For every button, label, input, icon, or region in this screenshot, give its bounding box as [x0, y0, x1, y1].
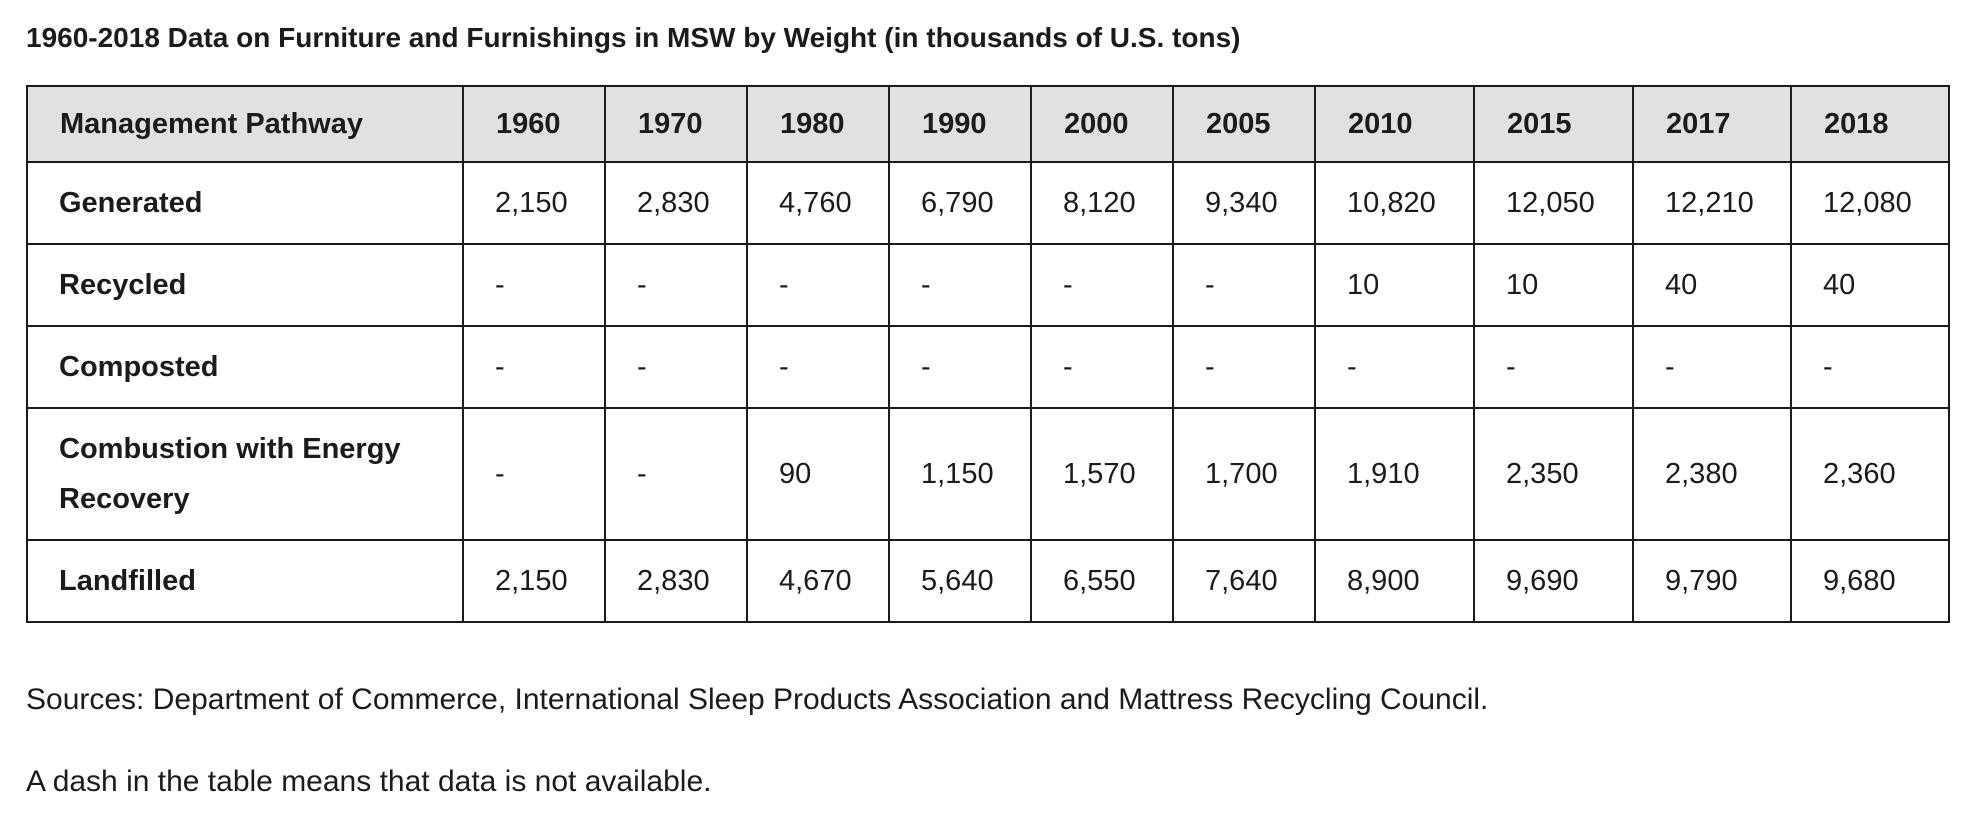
row-label: Landfilled: [26, 539, 464, 623]
table-cell: 2,830: [604, 161, 748, 245]
column-header: 2010: [1314, 85, 1475, 163]
column-header: 2005: [1172, 85, 1316, 163]
table-cell: 1,150: [888, 407, 1032, 541]
table-cell: 1,910: [1314, 407, 1475, 541]
table-cell: 10: [1314, 243, 1475, 327]
table-cell: 2,360: [1790, 407, 1950, 541]
table-cell: 2,350: [1473, 407, 1634, 541]
table-cell: -: [1473, 325, 1634, 409]
table-cell: 2,380: [1632, 407, 1792, 541]
table-cell: 7,640: [1172, 539, 1316, 623]
column-header: Management Pathway: [26, 85, 464, 163]
table-cell: 10: [1473, 243, 1634, 327]
table-cell: 6,790: [888, 161, 1032, 245]
table-cell: 40: [1790, 243, 1950, 327]
table-cell: 10,820: [1314, 161, 1475, 245]
table-cell: 8,120: [1030, 161, 1174, 245]
header-row: Management Pathway 1960 1970 1980 1990 2…: [26, 85, 1950, 163]
column-header: 1960: [462, 85, 606, 163]
table-cell: -: [1314, 325, 1475, 409]
column-header: 2017: [1632, 85, 1792, 163]
table-cell: 40: [1632, 243, 1792, 327]
table-cell: 12,210: [1632, 161, 1792, 245]
column-header: 1990: [888, 85, 1032, 163]
table-row: Recycled - - - - - - 10 10 40 40: [26, 243, 1950, 327]
table-cell: 4,760: [746, 161, 890, 245]
table-cell: -: [1790, 325, 1950, 409]
row-label: Recycled: [26, 243, 464, 327]
table-cell: 9,690: [1473, 539, 1634, 623]
table-cell: 8,900: [1314, 539, 1475, 623]
table-cell: -: [888, 325, 1032, 409]
table-cell: -: [1632, 325, 1792, 409]
sources-note: Sources: Department of Commerce, Interna…: [26, 683, 1489, 716]
table-row: Composted - - - - - - - - - -: [26, 325, 1950, 409]
table-cell: 1,700: [1172, 407, 1316, 541]
table-cell: -: [746, 243, 890, 327]
column-header: 2015: [1473, 85, 1634, 163]
table-cell: -: [1030, 243, 1174, 327]
column-header: 2018: [1790, 85, 1950, 163]
column-header: 2000: [1030, 85, 1174, 163]
dash-footnote: A dash in the table means that data is n…: [26, 765, 712, 798]
table-cell: -: [1030, 325, 1174, 409]
table-row: Landfilled 2,150 2,830 4,670 5,640 6,550…: [26, 539, 1950, 623]
table-cell: -: [1172, 325, 1316, 409]
table-cell: 9,340: [1172, 161, 1316, 245]
table-cell: 2,830: [604, 539, 748, 623]
table-cell: 12,050: [1473, 161, 1634, 245]
table-cell: -: [604, 243, 748, 327]
table-cell: -: [604, 407, 748, 541]
table-cell: 2,150: [462, 539, 606, 623]
row-label: Combustion with Energy Recovery: [26, 407, 464, 541]
table-cell: -: [1172, 243, 1316, 327]
row-label: Composted: [26, 325, 464, 409]
column-header: 1970: [604, 85, 748, 163]
row-label: Generated: [26, 161, 464, 245]
table-cell: -: [462, 243, 606, 327]
table-cell: 2,150: [462, 161, 606, 245]
table-cell: -: [604, 325, 748, 409]
table-cell: -: [888, 243, 1032, 327]
table-cell: 12,080: [1790, 161, 1950, 245]
table-cell: -: [746, 325, 890, 409]
table-cell: -: [462, 325, 606, 409]
table-cell: 9,790: [1632, 539, 1792, 623]
table-row: Combustion with Energy Recovery - - 90 1…: [26, 407, 1950, 541]
column-header: 1980: [746, 85, 890, 163]
table-row: Generated 2,150 2,830 4,760 6,790 8,120 …: [26, 161, 1950, 245]
table-caption: 1960-2018 Data on Furniture and Furnishi…: [26, 22, 1241, 53]
table-cell: 90: [746, 407, 890, 541]
table-body: Generated 2,150 2,830 4,760 6,790 8,120 …: [26, 161, 1950, 623]
table-header: Management Pathway 1960 1970 1980 1990 2…: [26, 85, 1950, 163]
msw-data-table: Management Pathway 1960 1970 1980 1990 2…: [26, 85, 1950, 623]
table-cell: 5,640: [888, 539, 1032, 623]
table-cell: -: [462, 407, 606, 541]
table-cell: 9,680: [1790, 539, 1950, 623]
table-cell: 4,670: [746, 539, 890, 623]
table-cell: 6,550: [1030, 539, 1174, 623]
table-cell: 1,570: [1030, 407, 1174, 541]
